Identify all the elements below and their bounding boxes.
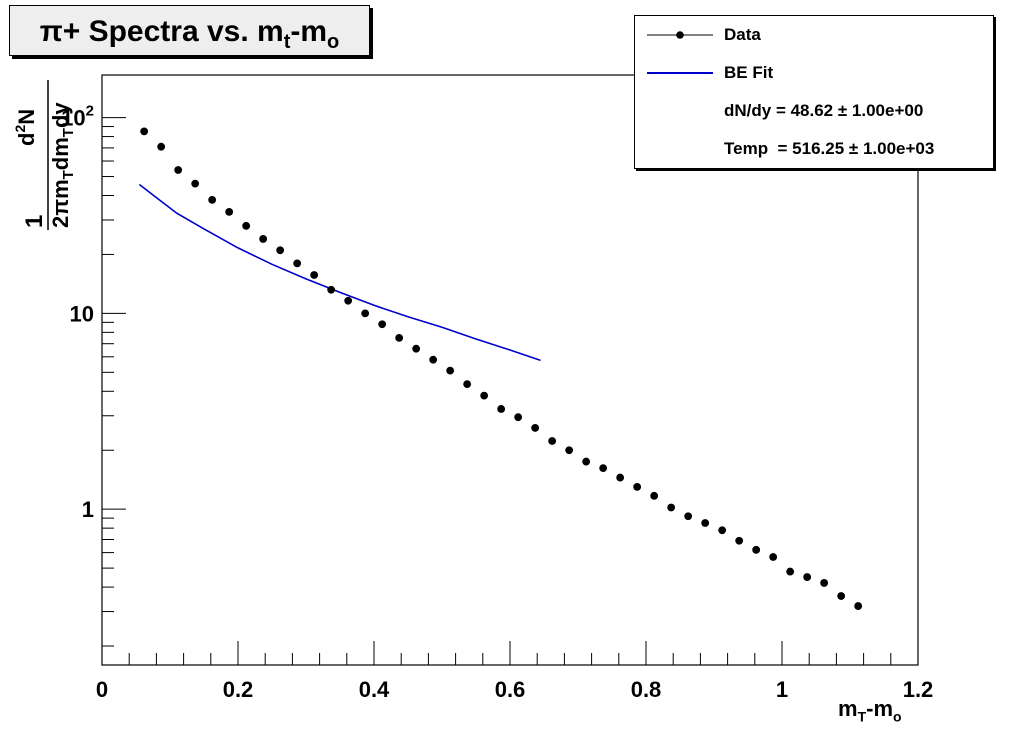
data-point <box>276 246 285 255</box>
data-point <box>191 179 200 188</box>
data-point <box>531 424 540 432</box>
x-tick-label: 1.2 <box>903 677 934 702</box>
legend: Data BE Fit dN/dy = 48.62 ± 1.00e+00 Tem… <box>634 15 994 169</box>
data-point <box>140 127 149 136</box>
data-point <box>820 579 829 587</box>
legend-fit-label: BE Fit <box>724 63 774 82</box>
data-point <box>361 309 370 318</box>
data-point <box>582 457 591 466</box>
data-point <box>684 512 693 521</box>
x-axis-ticks: 0 0.2 0.4 0.6 0.8 1 1.2 <box>96 641 933 702</box>
x-tick-label: 1 <box>776 677 788 702</box>
data-point <box>650 491 659 500</box>
data-point <box>157 142 166 151</box>
data-point <box>208 195 217 204</box>
y-tick-label: 10 <box>70 301 94 326</box>
legend-entry-fit: BE Fit <box>635 54 993 92</box>
data-point <box>752 545 761 554</box>
data-point <box>429 355 438 364</box>
legend-entry-data: Data <box>635 16 993 54</box>
data-point <box>293 259 302 268</box>
data-points-layer <box>140 127 863 610</box>
data-point <box>225 207 234 216</box>
x-tick-label: 0.2 <box>223 677 254 702</box>
data-point <box>616 473 625 482</box>
data-point <box>310 271 319 279</box>
data-point <box>259 235 268 243</box>
x-tick-label: 0 <box>96 677 108 702</box>
data-point <box>344 296 353 305</box>
data-point <box>242 221 251 230</box>
fit-param-temp: Temp = 516.25 ± 1.00e+03 <box>724 139 935 158</box>
legend-param-temp: Temp = 516.25 ± 1.00e+03 <box>635 130 993 168</box>
data-point <box>786 567 795 576</box>
y-axis-ticks: 1 10 102 <box>61 103 126 647</box>
legend-param-dndy: dN/dy = 48.62 ± 1.00e+00 <box>635 92 993 130</box>
data-point <box>412 344 421 353</box>
y-tick-label: 1 <box>82 497 94 522</box>
chart-title: π+ Spectra vs. mt-mo <box>9 5 370 56</box>
data-point <box>667 503 676 512</box>
x-tick-label: 0.6 <box>495 677 526 702</box>
fit-curve-layer <box>138 183 541 362</box>
data-point <box>718 526 727 535</box>
data-point <box>735 536 744 545</box>
data-point <box>446 366 455 375</box>
fit-param-dndy: dN/dy = 48.62 ± 1.00e+00 <box>724 101 924 120</box>
data-point <box>463 380 472 389</box>
legend-data-marker-icon <box>647 31 713 39</box>
data-point <box>327 285 336 294</box>
data-point <box>769 553 778 561</box>
legend-data-label: Data <box>724 25 761 44</box>
x-tick-label: 0.8 <box>631 677 662 702</box>
x-tick-label: 0.4 <box>359 677 390 702</box>
data-point <box>480 391 489 400</box>
data-point <box>497 405 506 413</box>
data-point <box>174 166 183 174</box>
data-point <box>701 519 710 527</box>
data-point <box>599 464 608 473</box>
data-point <box>395 333 404 342</box>
data-point <box>514 413 523 422</box>
data-point <box>633 482 642 491</box>
data-point <box>548 437 557 445</box>
x-axis-label: mT-mo <box>838 696 902 725</box>
data-point <box>854 602 863 610</box>
data-point <box>837 592 846 600</box>
y-tick-label: 102 <box>61 103 94 131</box>
data-point <box>565 446 574 455</box>
data-point <box>803 573 812 581</box>
data-point <box>378 320 387 329</box>
fit-curve-be <box>138 183 541 362</box>
legend-fit-line-icon <box>647 72 713 74</box>
